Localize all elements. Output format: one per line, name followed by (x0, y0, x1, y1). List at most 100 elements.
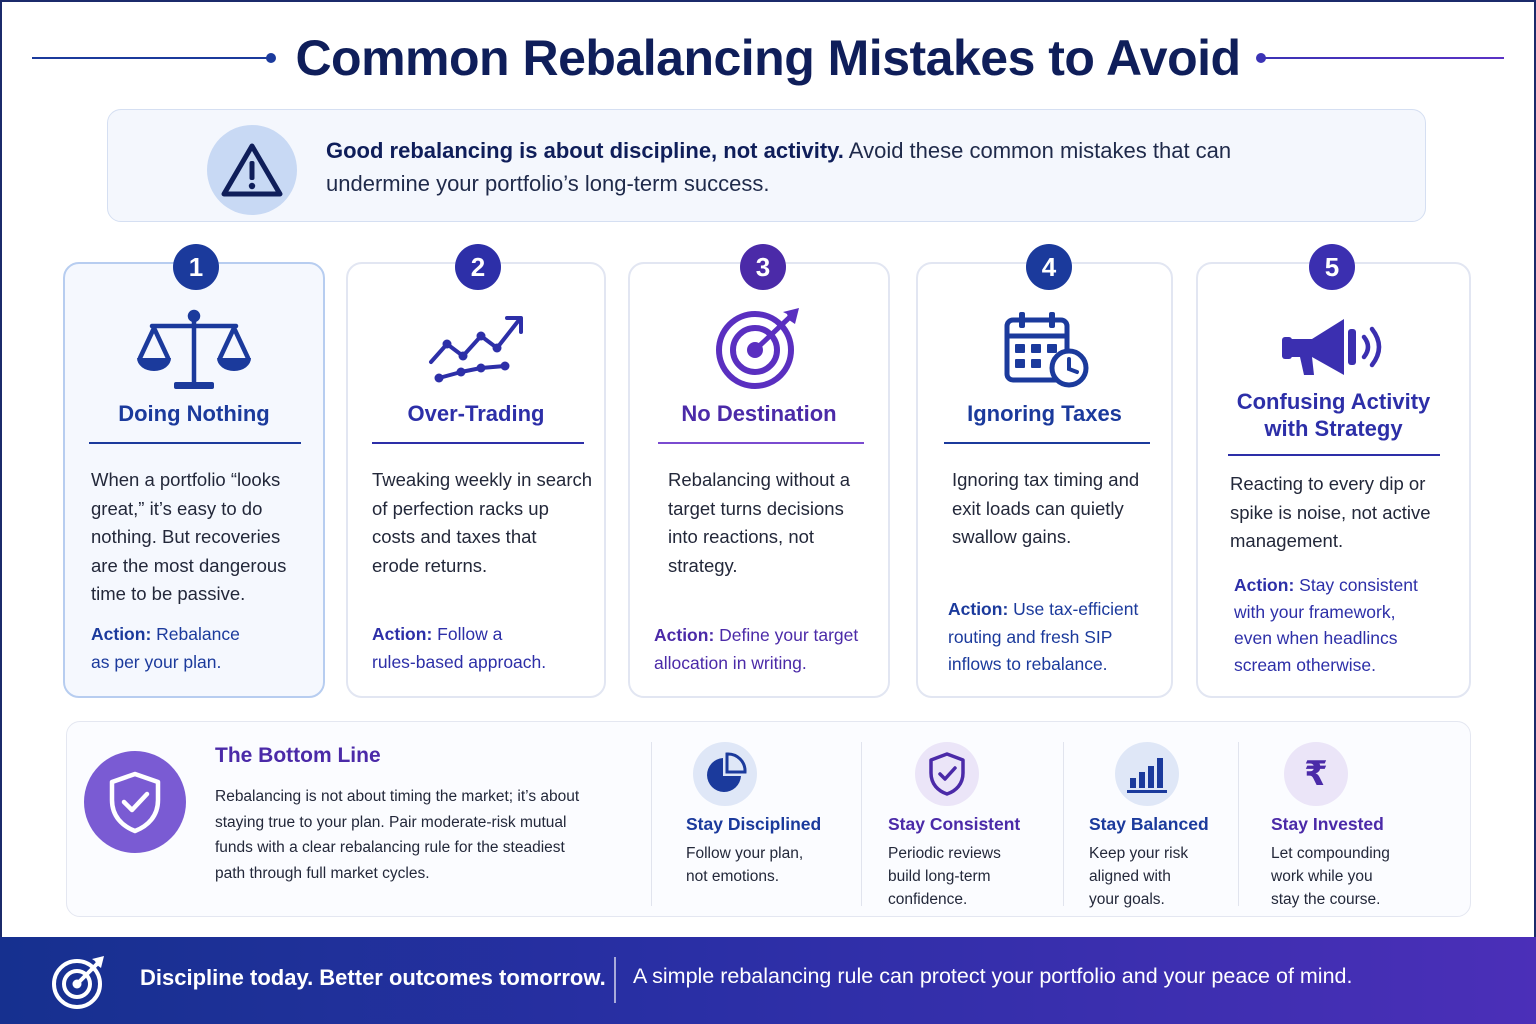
card-action: Action: Stay consistent with your framew… (1234, 572, 1418, 678)
calendar-clock-icon (918, 306, 1171, 392)
card-body: When a portfolio “looks great,” it’s eas… (91, 466, 286, 609)
card-rule (944, 442, 1150, 444)
action-text: routing and fresh SIP (948, 626, 1113, 647)
card-number-badge: 5 (1309, 244, 1355, 290)
pillar-stay-consistent: Stay Consistent Periodic reviews build l… (888, 722, 1058, 918)
action-text: as per your plan. (91, 651, 222, 672)
card-body-line: target turns decisions (668, 497, 844, 519)
pillar-title: Stay Disciplined (686, 814, 822, 834)
card-body-line: nothing. But recoveries (91, 526, 281, 547)
title-dot-left (266, 53, 276, 63)
title-row: Common Rebalancing Mistakes to Avoid (0, 28, 1536, 88)
pillar-text-line: not emotions. (686, 868, 780, 885)
scales-icon (65, 306, 323, 392)
page-title: Common Rebalancing Mistakes to Avoid (295, 30, 1241, 86)
mistake-card-2: 2 Over-Trading Tweaking weekly in search… (346, 244, 606, 698)
pillar-text-line: Periodic reviews (888, 845, 1001, 862)
pillar-text-line: your goals. (1089, 891, 1165, 908)
warning-icon (207, 125, 297, 215)
card-body-line: great,” it’s easy to do (91, 497, 263, 519)
target-icon (630, 306, 888, 392)
pillar-text-line: work while you (1271, 868, 1373, 885)
title-dot-right (1256, 53, 1266, 63)
bottom-line-text-line: path through full market cycles. (215, 864, 430, 882)
card-body-line: into reactions, not (668, 526, 815, 547)
card-number-badge: 4 (1026, 244, 1072, 290)
intro-banner: Good rebalancing is about discipline, no… (107, 109, 1426, 222)
card-body-line: erode returns. (372, 554, 488, 576)
trend-chart-icon (348, 306, 604, 392)
action-text: Define your target (719, 625, 859, 645)
card-body-line: are the most dangerous (91, 554, 287, 576)
card-title: Over-Trading (407, 401, 545, 426)
card-action: Action: Rebalance as per your plan. (91, 621, 240, 676)
bottom-line-panel: The Bottom Line Rebalancing is not about… (66, 721, 1471, 917)
rupee-icon: ₹ (1284, 742, 1348, 806)
title-line-left (32, 57, 270, 59)
card-body-line: costs and taxes that (372, 526, 537, 547)
mistake-card-1: 1 Doing Nothing When a portfolio “looks … (63, 244, 325, 698)
card-action: Action: Define your target allocation in… (654, 622, 858, 677)
bottom-line-title: The Bottom Line (215, 744, 381, 767)
bottom-line-text-line: staying true to your plan. Pair moderate… (215, 813, 567, 831)
card-number-badge: 3 (740, 244, 786, 290)
card-body-line: swallow gains. (952, 526, 1072, 547)
card-body: Rebalancing without a target turns decis… (668, 466, 850, 580)
action-text: with your framework, (1234, 601, 1396, 622)
pillar-text-line: confidence. (888, 891, 968, 908)
card-body: Tweaking weekly in search of perfection … (372, 466, 592, 580)
pillar-text-line: Let compounding (1271, 845, 1390, 862)
card-rule (1228, 454, 1440, 456)
target-icon (50, 953, 108, 1011)
card-body-line: exit loads can quietly (952, 497, 1124, 519)
pillar-text-line: build long-term (888, 868, 991, 885)
footer-banner: Discipline today. Better outcomes tomorr… (0, 937, 1536, 1024)
card-body: Reacting to every dip or spike is noise,… (1230, 470, 1431, 556)
pillar-text: Let compounding work while you stay the … (1271, 842, 1390, 911)
pillar-title: Stay Consistent (888, 814, 1021, 834)
card-rule (372, 442, 584, 444)
pillar-title: Stay Balanced (1089, 814, 1209, 834)
pillar-text: Keep your risk aligned with your goals. (1089, 842, 1188, 911)
action-text: even when headlincs (1234, 628, 1398, 648)
pillar-text: Follow your plan, not emotions. (686, 842, 803, 888)
card-body-line: Rebalancing without a (668, 469, 851, 490)
card-body-line: of perfection racks up (372, 497, 549, 519)
intro-bold: Good rebalancing is about discipline, no… (326, 138, 844, 163)
card-title: Doing Nothing (118, 401, 270, 426)
bottom-line-text-line: Rebalancing is not about timing the mark… (215, 788, 580, 805)
card-body-line: time to be passive. (91, 583, 246, 604)
footer-separator (614, 957, 616, 1003)
action-text: Follow a (437, 624, 503, 644)
pillar-text-line: Keep your risk (1089, 845, 1189, 862)
footer-text: A simple rebalancing rule can protect yo… (633, 964, 1353, 988)
card-body-line: Tweaking weekly in search (372, 469, 593, 490)
action-text: Stay consistent (1299, 575, 1418, 595)
shield-check-icon (84, 751, 186, 853)
card-number-badge: 1 (173, 244, 219, 290)
card-action: Action: Use tax-efficient routing and fr… (948, 596, 1138, 679)
card-title: No Destination (681, 401, 837, 426)
action-label: Action: (654, 625, 715, 645)
pillar-text: Periodic reviews build long-term confide… (888, 842, 1001, 911)
action-text: scream otherwise. (1234, 654, 1376, 675)
action-text: Rebalance (156, 624, 240, 644)
mistake-card-5: 5 Confusing Activity with Strategy React… (1196, 244, 1471, 698)
divider (1063, 742, 1064, 906)
action-label: Action: (372, 624, 433, 644)
megaphone-icon (1198, 306, 1469, 392)
card-title: Ignoring Taxes (967, 401, 1122, 426)
card-title: Confusing Activity with Strategy (1198, 388, 1469, 442)
card-body: Ignoring tax timing and exit loads can q… (952, 466, 1139, 552)
pillar-text-line: Follow your plan, (686, 845, 804, 862)
card-body-line: management. (1230, 530, 1344, 551)
action-text: inflows to rebalance. (948, 654, 1108, 674)
pillar-text-line: aligned with (1089, 868, 1171, 885)
footer-tagline: Discipline today. Better outcomes tomorr… (140, 965, 606, 990)
card-body-line: spike is noise, not active (1230, 501, 1431, 523)
shield-check-icon (915, 742, 979, 806)
action-label: Action: (948, 599, 1009, 619)
action-text: rules-based approach. (372, 651, 547, 672)
mistake-card-3: 3 No Destination Rebalancing without a t… (628, 244, 890, 698)
intro-text: Good rebalancing is about discipline, no… (326, 134, 1326, 200)
